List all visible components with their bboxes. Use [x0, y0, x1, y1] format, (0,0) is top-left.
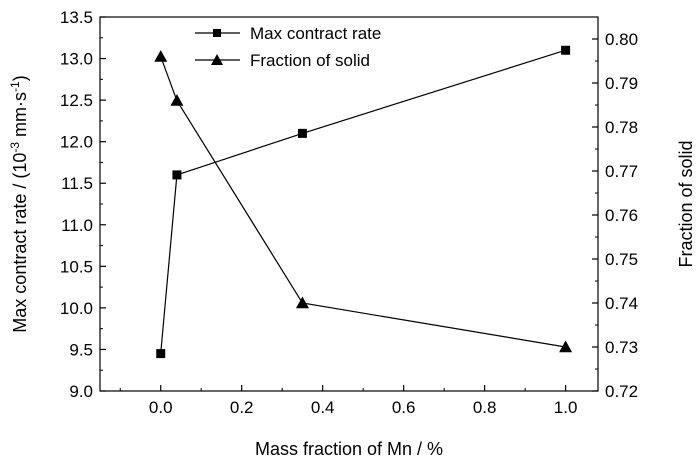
right-y-axis-title: Fraction of solid: [676, 140, 696, 267]
x-tick-label-4: 0.8: [473, 398, 497, 417]
right-y-tick-label-7: 0.79: [605, 74, 638, 93]
point-fraction-of-solid-0: [154, 50, 168, 62]
left-y-tick-label-1: 9.5: [69, 340, 93, 359]
right-y-tick-label-1: 0.73: [605, 338, 638, 357]
left-y-tick-label-7: 12.5: [60, 91, 93, 110]
x-tick-label-0: 0.0: [149, 398, 173, 417]
legend: Max contract rate Fraction of solid: [195, 24, 381, 70]
series-line-max-contract-rate: [160, 49, 566, 354]
ticks: [100, 16, 598, 392]
left-y-tick-label-2: 10.0: [60, 299, 93, 318]
left-y-tick-label-3: 10.5: [60, 257, 93, 276]
left-y-title-exponent-1: -3: [8, 142, 22, 153]
x-axis-title: Mass fraction of Mn / %: [255, 439, 443, 459]
point-max-contract-rate-3: [561, 45, 571, 55]
x-tick-label-1: 0.2: [230, 398, 254, 417]
point-fraction-of-solid-3: [559, 340, 573, 353]
left-y-axis-title: Max contract rate / (10-3 mm·s-1): [8, 75, 30, 332]
point-fraction-of-solid-2: [295, 296, 309, 309]
right-y-tick-label-4: 0.76: [605, 206, 638, 225]
point-max-contract-rate-0: [156, 349, 166, 359]
legend-label-fraction-of-solid: Fraction of solid: [250, 51, 370, 70]
right-y-tick-label-8: 0.80: [605, 30, 638, 49]
left-y-tick-label-9: 13.5: [60, 8, 93, 27]
right-y-tick-label-2: 0.74: [605, 294, 638, 313]
point-max-contract-rate-2: [297, 128, 307, 138]
right-y-tick-label-6: 0.78: [605, 118, 638, 137]
left-y-tick-label-0: 9.0: [69, 382, 93, 401]
series-lines: [160, 49, 566, 354]
left-y-title-prefix: Max contract rate / (10: [10, 153, 30, 333]
legend-marker-triangle: [211, 54, 223, 65]
x-tick-label-5: 1.0: [554, 398, 578, 417]
left-y-tick-label-5: 11.5: [61, 174, 93, 193]
right-y-tick-label-0: 0.72: [605, 382, 638, 401]
left-y-tick-label-8: 13.0: [60, 50, 93, 69]
left-y-title-mid: mm·s: [10, 92, 30, 142]
left-y-title-exponent-2: -1: [8, 81, 22, 92]
right-y-tick-label-3: 0.75: [605, 250, 638, 269]
left-y-tick-label-6: 12.0: [60, 133, 93, 152]
left-y-title-suffix: ): [10, 75, 30, 81]
tick-labels: 0.0 0.2 0.4 0.6 0.8 1.0 9.0 9.5 10.0 10.5 11.0 11.5…: [60, 8, 638, 417]
x-tick-label-3: 0.6: [392, 398, 416, 417]
left-y-tick-label-4: 11.0: [61, 216, 93, 235]
series-points: [154, 45, 573, 359]
point-fraction-of-solid-1: [170, 94, 184, 106]
legend-label-max-contract-rate: Max contract rate: [250, 24, 381, 43]
legend-marker-square: [213, 29, 221, 37]
x-tick-label-2: 0.4: [311, 398, 335, 417]
series-line-fraction-of-solid: [160, 56, 566, 348]
right-y-tick-label-5: 0.77: [605, 162, 638, 181]
point-max-contract-rate-1: [172, 170, 182, 180]
